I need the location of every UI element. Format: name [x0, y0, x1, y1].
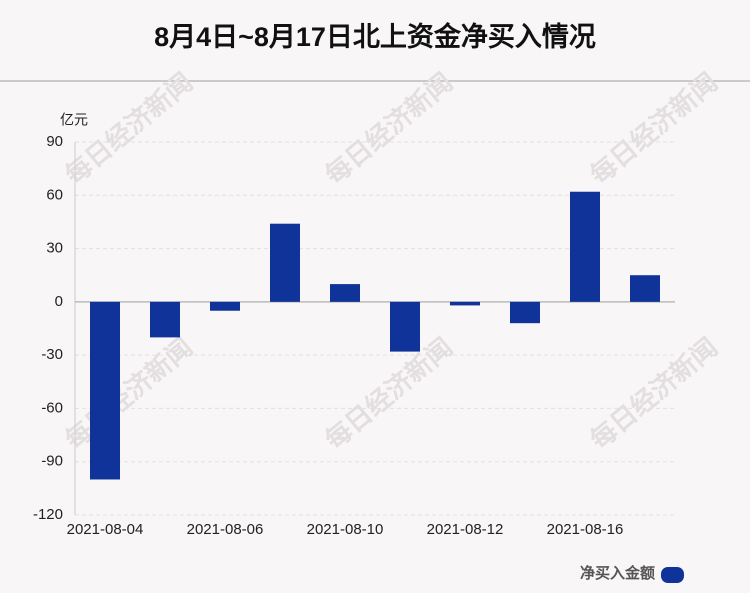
bar — [510, 301, 540, 324]
bar — [330, 284, 360, 302]
x-tick-label: 2021-08-10 — [307, 521, 384, 538]
y-tick-label: 0 — [55, 293, 63, 310]
y-unit: 亿元 — [60, 112, 88, 128]
y-tick-label: 30 — [46, 240, 63, 257]
x-tick-label: 2021-08-04 — [67, 521, 144, 538]
y-tick-label: 90 — [46, 133, 63, 150]
bar — [90, 301, 120, 480]
bar — [270, 223, 300, 302]
y-tick-label: -30 — [41, 346, 63, 363]
y-tick-label: -60 — [41, 399, 63, 416]
bar — [210, 301, 240, 311]
legend-label: 净买入金额 — [580, 564, 655, 582]
y-tick-label: -90 — [41, 453, 63, 470]
x-tick-label: 2021-08-16 — [547, 521, 624, 538]
y-tick-label: -120 — [33, 506, 63, 523]
bar — [390, 301, 420, 352]
legend-swatch — [661, 567, 684, 583]
x-tick-label: 2021-08-12 — [427, 521, 504, 538]
bar — [450, 301, 480, 306]
bar — [150, 301, 180, 338]
bar — [630, 275, 660, 302]
x-tick-label: 2021-08-06 — [187, 521, 264, 538]
bar — [570, 191, 600, 302]
y-tick-label: 60 — [46, 186, 63, 203]
chart-title: 8月4日~8月17日北上资金净买入情况 — [154, 21, 596, 52]
